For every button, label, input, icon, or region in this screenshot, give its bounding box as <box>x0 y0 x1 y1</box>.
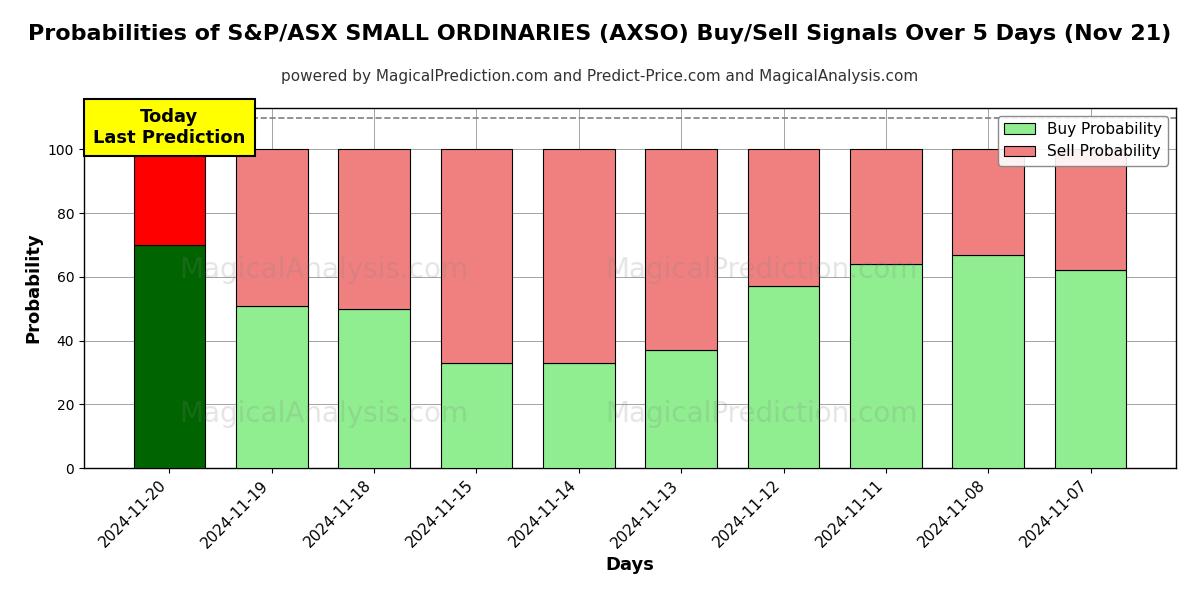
X-axis label: Days: Days <box>606 556 654 574</box>
Bar <box>748 286 820 468</box>
Bar <box>236 149 307 305</box>
Text: Probabilities of S&P/ASX SMALL ORDINARIES (AXSO) Buy/Sell Signals Over 5 Days (N: Probabilities of S&P/ASX SMALL ORDINARIE… <box>29 24 1171 44</box>
Bar <box>133 245 205 468</box>
Bar <box>1055 271 1127 468</box>
Legend: Buy Probability, Sell Probability: Buy Probability, Sell Probability <box>998 116 1169 166</box>
Bar <box>544 149 614 363</box>
Bar <box>850 264 922 468</box>
Bar <box>544 363 614 468</box>
Bar <box>646 350 716 468</box>
Y-axis label: Probability: Probability <box>24 233 42 343</box>
Bar <box>1055 149 1127 271</box>
Bar <box>748 149 820 286</box>
Text: Today
Last Prediction: Today Last Prediction <box>94 108 246 146</box>
Text: MagicalAnalysis.com: MagicalAnalysis.com <box>180 256 469 284</box>
Text: powered by MagicalPrediction.com and Predict-Price.com and MagicalAnalysis.com: powered by MagicalPrediction.com and Pre… <box>281 69 919 84</box>
Bar <box>236 305 307 468</box>
Bar <box>646 149 716 350</box>
Text: MagicalPrediction.com: MagicalPrediction.com <box>605 400 917 428</box>
Bar <box>850 149 922 264</box>
Text: MagicalAnalysis.com: MagicalAnalysis.com <box>180 400 469 428</box>
Bar <box>440 363 512 468</box>
Bar <box>338 149 410 309</box>
Bar <box>953 149 1024 254</box>
Bar <box>133 149 205 245</box>
Bar <box>953 254 1024 468</box>
Bar <box>338 309 410 468</box>
Text: MagicalPrediction.com: MagicalPrediction.com <box>605 256 917 284</box>
Bar <box>440 149 512 363</box>
